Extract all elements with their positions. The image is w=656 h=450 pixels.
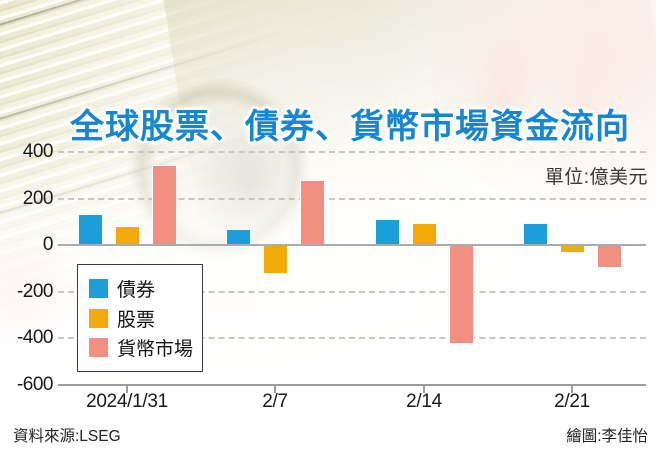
- legend-item-bonds: 債券: [89, 275, 196, 302]
- bar-bonds-4: [522, 222, 548, 247]
- x-axis-tick: [423, 386, 425, 393]
- bar-bonds-1: [77, 213, 103, 247]
- bar-bonds-2: [225, 228, 251, 247]
- gridline-400: [58, 151, 646, 153]
- data-source-label: 資料來源:LSEG: [13, 428, 121, 445]
- x-axis-label: 2/21: [554, 391, 590, 412]
- x-axis-tick: [126, 386, 128, 393]
- legend-label-stocks: 股票: [117, 309, 156, 331]
- bar-money-market-3: [448, 245, 474, 344]
- gridline-0: [58, 244, 646, 246]
- x-axis-tick: [274, 386, 276, 393]
- stocks-color-swatch: [89, 308, 108, 328]
- bar-stocks-3: [411, 222, 437, 247]
- y-axis-label: -400: [16, 327, 54, 348]
- money-market-color-swatch: [89, 338, 108, 357]
- bar-bonds-3: [374, 219, 400, 247]
- x-axis-label: 2024/1/31: [86, 391, 168, 412]
- bar-money-market-2: [299, 179, 325, 247]
- x-axis-label: 2/7: [262, 391, 288, 412]
- y-axis-label: -200: [16, 280, 54, 302]
- legend-item-stocks: 股票: [89, 305, 196, 332]
- unit-label: 單位:億美元: [544, 167, 648, 188]
- bar-money-market-4: [596, 245, 622, 269]
- bonds-color-swatch: [89, 279, 108, 298]
- y-axis-label: 0: [42, 234, 54, 255]
- gridline--200: [58, 290, 646, 293]
- x-axis-tick: [571, 386, 573, 393]
- legend-item-money-market: 貨幣市場: [89, 334, 196, 361]
- bar-stocks-2: [262, 245, 288, 274]
- legend-label-bonds: 債券: [117, 280, 156, 301]
- x-axis-label: 2/14: [406, 391, 442, 412]
- legend-label-money-market: 貨幣市場: [117, 339, 194, 360]
- bar-money-market-1: [151, 164, 177, 247]
- bar-stocks-1: [114, 226, 140, 247]
- gridline--400: [58, 337, 646, 339]
- y-axis-label: 400: [22, 141, 54, 162]
- gridline-200: [58, 197, 646, 200]
- bar-stocks-4: [559, 245, 585, 253]
- gridline--600: [58, 383, 646, 386]
- y-axis-label: -600: [16, 373, 54, 395]
- illustrator-credit-label: 繪圖:李佳怡: [566, 428, 648, 445]
- y-axis-label: 200: [22, 187, 54, 209]
- chart-title: 全球股票、債券、貨幣市場資金流向: [70, 108, 630, 146]
- legend: 債券 股票 貨幣市場: [77, 264, 203, 372]
